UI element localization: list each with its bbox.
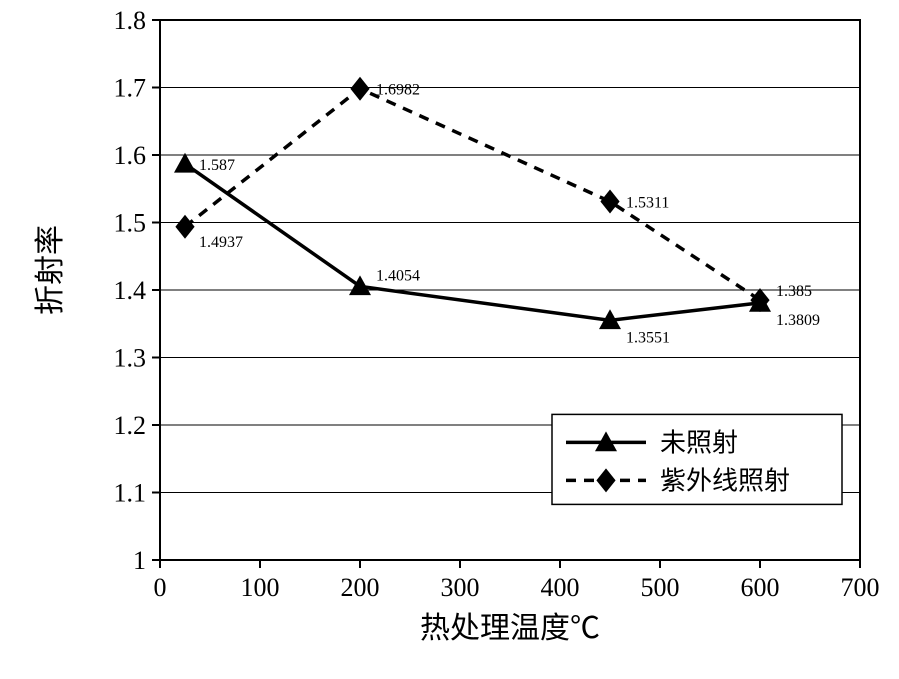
y-tick-label: 1: [133, 546, 146, 575]
x-tick-label: 500: [641, 573, 680, 602]
data-label: 1.385: [776, 283, 812, 300]
data-label: 1.3551: [626, 329, 670, 346]
y-axis-title: 折射率: [34, 225, 67, 315]
data-label: 1.5311: [626, 195, 669, 212]
y-tick-label: 1.3: [114, 344, 147, 373]
x-tick-label: 300: [441, 573, 480, 602]
data-label: 1.587: [199, 157, 235, 174]
y-tick-label: 1.8: [114, 6, 147, 35]
x-tick-label: 200: [341, 573, 380, 602]
data-label: 1.4937: [199, 234, 243, 251]
x-tick-label: 600: [741, 573, 780, 602]
y-tick-label: 1.2: [114, 411, 147, 440]
y-tick-label: 1.7: [114, 74, 147, 103]
x-tick-label: 0: [154, 573, 167, 602]
refractive-index-chart: 0 100 200 300 400 500 600 700 1 1.1 1.2 1.3 1.4 1.5 1.…: [0, 0, 899, 679]
x-tick-label: 400: [541, 573, 580, 602]
legend-label-no-irradiation: 未照射: [660, 428, 738, 457]
x-tick-label: 700: [841, 573, 880, 602]
x-axis-title: 热处理温度℃: [420, 612, 600, 645]
y-tick-label: 1.1: [114, 479, 147, 508]
x-tick-label: 100: [241, 573, 280, 602]
chart-svg: 0 100 200 300 400 500 600 700 1 1.1 1.2 1.3 1.4 1.5 1.…: [0, 0, 899, 679]
data-label: 1.3809: [776, 312, 820, 329]
data-label: 1.6982: [376, 82, 420, 99]
data-label: 1.4054: [376, 267, 420, 284]
y-tick-label: 1.5: [114, 209, 147, 238]
y-tick-label: 1.4: [114, 276, 147, 305]
legend-label-uv-irradiation: 紫外线照射: [660, 466, 790, 495]
y-tick-label: 1.6: [114, 141, 147, 170]
